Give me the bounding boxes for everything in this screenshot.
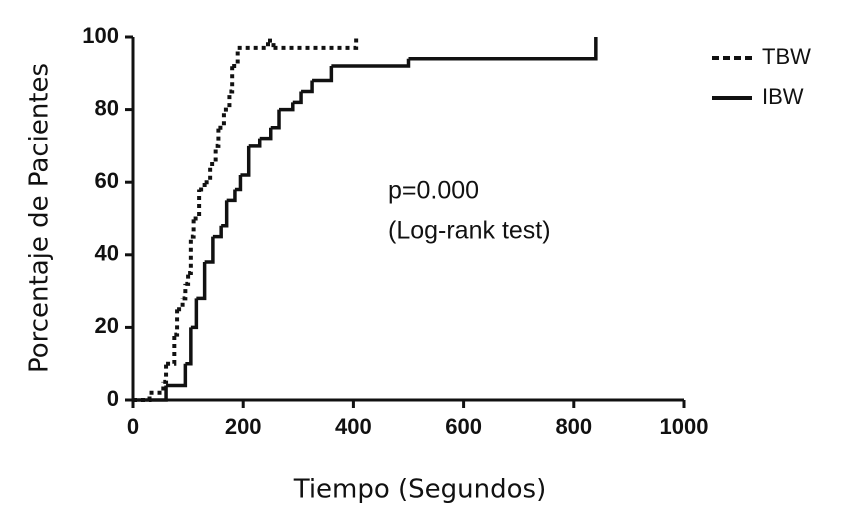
step-segment: [408, 37, 598, 61]
step-segment: [174, 309, 180, 337]
y-tick-label: 80: [95, 95, 119, 120]
step-segment: [218, 109, 226, 130]
y-tick-label: 100: [82, 23, 119, 48]
step-segment: [248, 138, 262, 148]
legend-label: TBW: [762, 44, 811, 69]
step-segment: [237, 40, 270, 50]
step-segment: [312, 66, 334, 83]
step-segment: [166, 363, 188, 388]
x-tick-label: 800: [555, 414, 592, 439]
step-segment: [190, 218, 196, 239]
step-segment: [185, 272, 191, 286]
step-segment: [259, 127, 273, 141]
step-segment: [182, 283, 188, 301]
step-segment: [163, 363, 169, 384]
step-segment: [204, 164, 213, 185]
step-segment: [223, 91, 232, 112]
step-segment: [185, 327, 193, 366]
y-axis-label: Porcentaje de Pacientes: [25, 63, 55, 373]
step-segment: [331, 58, 411, 68]
step-segment: [234, 174, 243, 192]
step-segment: [199, 182, 207, 192]
x-tick-label: 600: [445, 414, 482, 439]
step-segment: [273, 37, 359, 50]
step-segment: [229, 66, 235, 94]
step-segment: [188, 236, 193, 275]
step-segment: [190, 298, 199, 330]
step-segment: [226, 189, 237, 203]
legend-label: IBW: [762, 84, 804, 109]
step-segment: [133, 385, 168, 402]
step-segment: [177, 298, 185, 312]
step-segment: [292, 91, 303, 105]
step-segment: [221, 200, 229, 228]
annotation: (Log-rank test): [388, 217, 551, 245]
step-segment: [215, 127, 221, 148]
x-tick-label: 0: [127, 414, 139, 439]
step-segment: [149, 381, 166, 395]
step-segment: [193, 189, 202, 221]
step-segment: [210, 145, 218, 167]
step-segment: [212, 225, 223, 239]
step-segment: [166, 334, 177, 366]
step-segment: [267, 38, 276, 48]
y-tick-label: 20: [95, 313, 119, 338]
step-segment: [301, 80, 314, 94]
step-segment: [279, 102, 295, 112]
y-tick-label: 60: [95, 168, 119, 193]
step-segment: [240, 145, 251, 177]
annotation: p=0.000: [388, 177, 479, 205]
step-segment: [196, 262, 207, 301]
x-tick-label: 200: [225, 414, 262, 439]
step-segment: [270, 109, 281, 130]
x-tick-label: 1000: [660, 414, 709, 439]
y-tick-label: 0: [107, 386, 119, 411]
y-tick-label: 40: [95, 241, 119, 266]
step-segment: [204, 236, 215, 264]
step-segment: [232, 47, 240, 69]
x-tick-label: 400: [335, 414, 372, 439]
x-axis-label: Tiempo (Segundos): [293, 475, 547, 505]
